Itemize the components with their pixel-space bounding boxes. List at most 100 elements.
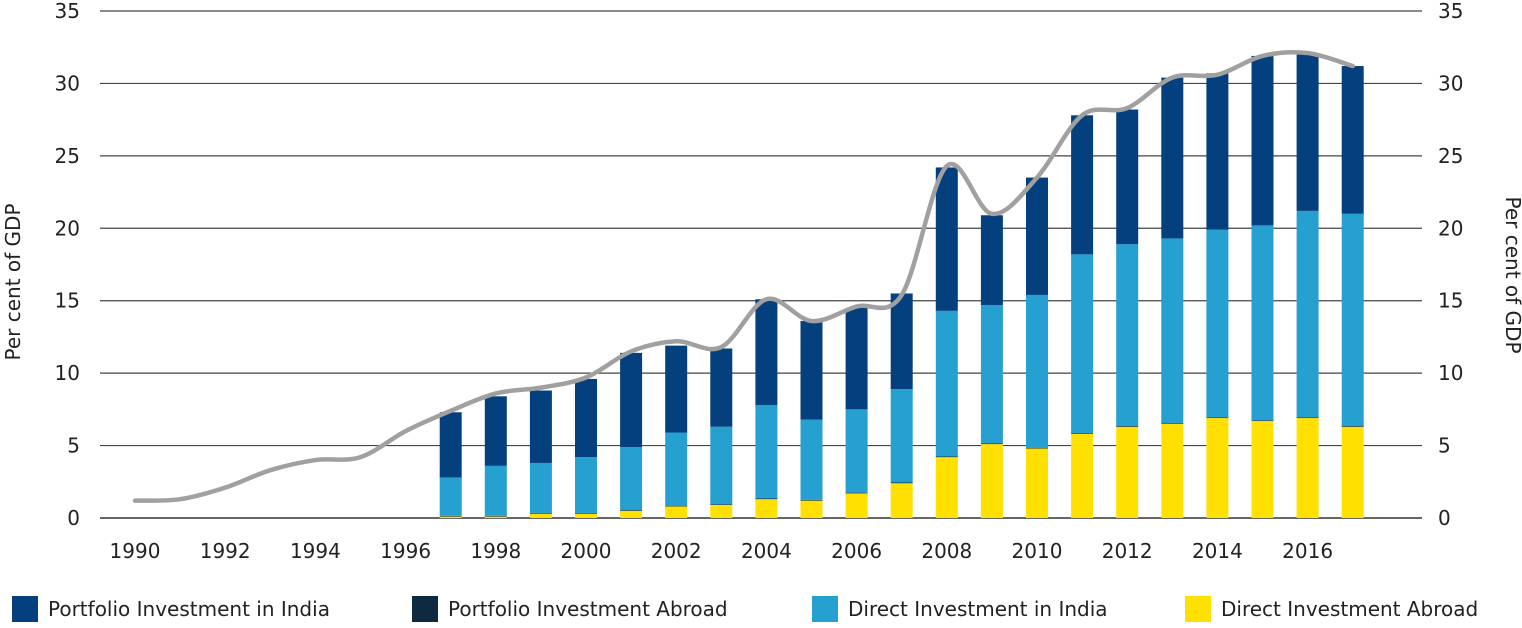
bar-segment bbox=[1071, 433, 1094, 434]
bar-segment bbox=[935, 167, 958, 311]
bar-segment bbox=[1206, 229, 1229, 418]
y-tick-label-left: 0 bbox=[67, 506, 80, 530]
bar-segment bbox=[845, 409, 868, 493]
bar-segment bbox=[1026, 447, 1048, 449]
bar-segment bbox=[620, 510, 643, 511]
y-axis-right: 0 5 10 15 20 25 30 35 bbox=[1438, 0, 1463, 530]
bar-segment bbox=[845, 493, 868, 518]
bar-segment bbox=[845, 492, 868, 494]
x-tick-label: 1990 bbox=[110, 539, 161, 563]
bar-segment bbox=[710, 348, 733, 427]
bar-segment bbox=[1296, 53, 1319, 211]
bar-segment bbox=[980, 305, 1003, 444]
y-tick-label-right: 25 bbox=[1438, 144, 1463, 168]
bar-segment bbox=[845, 307, 868, 410]
bar-segment bbox=[1116, 426, 1139, 427]
x-tick-label: 1992 bbox=[200, 539, 251, 563]
bar-segment bbox=[935, 310, 958, 457]
bar-segment bbox=[665, 505, 688, 507]
bar-segment bbox=[1071, 115, 1094, 255]
bar-segment bbox=[1026, 177, 1048, 295]
y-tick-label-left: 10 bbox=[55, 361, 80, 385]
bar-segment bbox=[1071, 433, 1094, 518]
legend-item-portfolio-abroad: Portfolio Investment Abroad bbox=[412, 596, 728, 622]
bar-segment bbox=[800, 499, 823, 501]
bar-segment bbox=[1206, 417, 1229, 419]
bar-segment bbox=[1251, 420, 1274, 518]
bar-segment bbox=[529, 512, 552, 514]
bar-segment bbox=[1116, 109, 1139, 245]
y-tick-label-right: 10 bbox=[1438, 361, 1463, 385]
y-tick-label-left: 5 bbox=[67, 434, 80, 458]
y-tick-label-left: 35 bbox=[55, 0, 80, 23]
y-tick-label-right: 35 bbox=[1438, 0, 1463, 23]
bar-segment bbox=[439, 477, 462, 516]
bar-segment bbox=[710, 504, 733, 505]
bar-segment bbox=[1296, 418, 1319, 518]
bar-segment bbox=[1161, 423, 1184, 424]
y-tick-label-left: 25 bbox=[55, 144, 80, 168]
bar-segment bbox=[755, 405, 778, 499]
bar-segment bbox=[1296, 210, 1319, 418]
bar-segment bbox=[1161, 423, 1184, 518]
bar-segment bbox=[1071, 254, 1094, 434]
bar-segment bbox=[1116, 244, 1139, 427]
bar-segment bbox=[1161, 77, 1184, 239]
bar-segment bbox=[575, 513, 597, 518]
bar-segment bbox=[755, 499, 778, 518]
bar-segment bbox=[1341, 426, 1364, 427]
bar-segment bbox=[935, 456, 958, 458]
bar-segment bbox=[1026, 294, 1048, 448]
bar-segment bbox=[980, 443, 1003, 445]
bar-segment bbox=[484, 516, 507, 518]
x-tick-label: 2008 bbox=[921, 539, 972, 563]
legend-swatch bbox=[12, 596, 38, 622]
bar-segment bbox=[484, 396, 507, 466]
bar-segment bbox=[800, 320, 823, 420]
x-tick-label: 2012 bbox=[1102, 539, 1153, 563]
y-tick-label-left: 20 bbox=[55, 216, 80, 240]
y-axis-left-title: Per cent of GDP bbox=[1, 203, 25, 360]
x-tick-label: 2016 bbox=[1282, 539, 1333, 563]
bar-segment bbox=[710, 504, 733, 518]
y-axis-right-title: Per cent of GDP bbox=[1501, 196, 1522, 353]
total-line-path bbox=[132, 49, 1355, 503]
bar-segment bbox=[710, 426, 733, 505]
bar-segment bbox=[620, 352, 643, 448]
x-tick-label: 2010 bbox=[1012, 539, 1063, 563]
bar-segment bbox=[980, 444, 1003, 518]
bar-segment bbox=[1341, 213, 1364, 427]
legend-label: Portfolio Investment Abroad bbox=[448, 597, 728, 621]
bar-segment bbox=[575, 378, 597, 458]
bar-segment bbox=[800, 500, 823, 518]
bar-segment bbox=[1206, 73, 1229, 230]
bar-segment bbox=[439, 412, 462, 478]
legend: Portfolio Investment in India Portfolio … bbox=[0, 596, 1522, 628]
x-tick-label: 2014 bbox=[1192, 539, 1243, 563]
y-axis-left: 0 5 10 15 20 25 30 35 bbox=[55, 0, 80, 530]
y-tick-label-right: 15 bbox=[1438, 289, 1463, 313]
y-tick-label-right: 20 bbox=[1438, 216, 1463, 240]
bar-segment bbox=[800, 419, 823, 500]
y-tick-label-right: 5 bbox=[1438, 434, 1451, 458]
x-tick-label: 2006 bbox=[831, 539, 882, 563]
bar-segment bbox=[1251, 420, 1274, 421]
legend-swatch bbox=[1185, 596, 1211, 622]
bar-segment bbox=[665, 432, 688, 506]
bar-segment bbox=[529, 513, 552, 518]
bar-segment bbox=[890, 483, 913, 518]
x-tick-label: 2004 bbox=[741, 539, 792, 563]
bar-segment bbox=[529, 462, 552, 513]
bar-segment bbox=[1026, 448, 1048, 518]
legend-item-portfolio-india: Portfolio Investment in India bbox=[12, 596, 330, 622]
legend-label: Portfolio Investment in India bbox=[48, 597, 330, 621]
y-tick-label-right: 30 bbox=[1438, 71, 1463, 95]
x-axis: 1990 1992 1994 1996 1998 2000 2002 2004 2006 2008… bbox=[110, 539, 1334, 563]
bar-segment bbox=[575, 457, 597, 513]
y-tick-label-left: 15 bbox=[55, 289, 80, 313]
legend-swatch bbox=[412, 596, 438, 622]
bar-segment bbox=[575, 512, 597, 514]
x-tick-label: 1994 bbox=[290, 539, 341, 563]
x-tick-label: 1998 bbox=[470, 539, 521, 563]
